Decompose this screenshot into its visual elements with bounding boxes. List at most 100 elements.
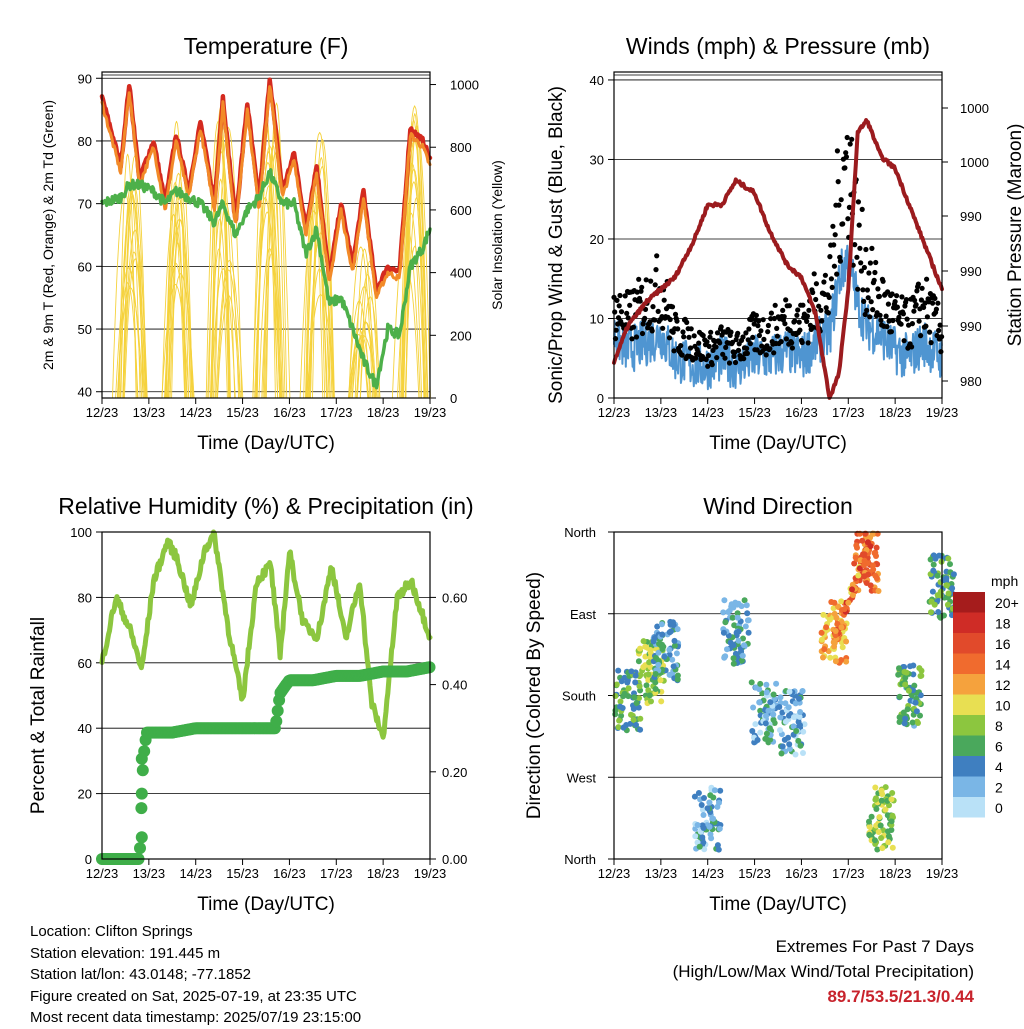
insolation-spike xyxy=(305,131,334,399)
y2-tick-label: 0 xyxy=(450,391,457,406)
y-axis-label: 2m & 9m T (Red, Orange) & 2m Td (Green) xyxy=(40,100,56,370)
direction-point xyxy=(796,713,803,720)
gust-point xyxy=(813,296,819,303)
gust-point xyxy=(811,271,817,277)
direction-point xyxy=(633,721,639,728)
gust-point xyxy=(637,298,643,304)
direction-point xyxy=(800,750,806,756)
gust-point xyxy=(799,339,805,346)
direction-point xyxy=(877,822,884,829)
direction-point xyxy=(863,580,870,586)
direction-point xyxy=(717,787,724,794)
insolation-spike xyxy=(405,113,425,399)
direction-point xyxy=(782,700,789,707)
y-tick-label: 60 xyxy=(78,259,92,274)
direction-point xyxy=(730,660,737,667)
gust-point xyxy=(869,245,875,251)
y2-tick-label: 200 xyxy=(450,328,472,343)
y-tick-label: 40 xyxy=(78,385,92,400)
gust-point xyxy=(746,326,752,332)
gust-point xyxy=(729,339,736,345)
rainfall-point xyxy=(135,802,148,815)
gust-point xyxy=(829,284,835,290)
gust-point xyxy=(842,165,848,171)
gust-point xyxy=(781,314,787,320)
direction-point xyxy=(734,614,741,621)
direction-point xyxy=(910,662,917,669)
x-tick-label: 19/23 xyxy=(926,405,959,420)
direction-point xyxy=(674,676,681,683)
direction-point xyxy=(619,705,626,711)
y-tick-label: 10 xyxy=(590,311,604,326)
direction-point xyxy=(827,654,834,661)
direction-point xyxy=(823,624,830,631)
gust-point xyxy=(928,340,934,346)
direction-point xyxy=(633,700,640,706)
x-tick-label: 18/23 xyxy=(367,405,400,420)
gust-point xyxy=(857,245,863,251)
y-tick-label: 60 xyxy=(78,656,92,671)
direction-point xyxy=(889,812,896,819)
gust-point xyxy=(938,349,944,355)
gust-point xyxy=(627,302,633,308)
direction-point xyxy=(632,672,639,679)
direction-point xyxy=(912,699,919,706)
direction-point xyxy=(756,686,763,693)
gust-point xyxy=(921,304,927,310)
gust-point xyxy=(826,294,832,300)
gust-point xyxy=(625,315,631,321)
gust-point xyxy=(822,272,829,278)
direction-point xyxy=(902,681,909,688)
y2-tick-label: 980 xyxy=(960,374,982,389)
gust-point xyxy=(796,319,802,325)
gust-point xyxy=(783,336,790,342)
direction-point xyxy=(721,654,728,661)
gust-point xyxy=(863,246,869,253)
gust-point xyxy=(772,302,778,308)
direction-point xyxy=(762,735,769,742)
gust-point xyxy=(832,232,838,238)
chart-title: Relative Humidity (%) & Precipitation (i… xyxy=(58,493,473,519)
gust-point xyxy=(618,309,625,315)
direction-point xyxy=(929,588,936,595)
insolation-spike xyxy=(348,246,374,399)
gust-point xyxy=(669,304,676,310)
direction-point xyxy=(722,619,729,626)
direction-point xyxy=(659,631,666,638)
x-tick-label: 15/23 xyxy=(738,866,771,881)
direction-point xyxy=(742,623,749,630)
direction-point xyxy=(889,844,896,851)
legend-label: 8 xyxy=(995,718,1003,734)
direction-point xyxy=(647,664,654,670)
gust-point xyxy=(789,345,796,351)
gust-point xyxy=(714,355,720,361)
direction-point xyxy=(918,672,925,679)
direction-point xyxy=(826,616,833,623)
y-tick-label: South xyxy=(562,689,596,704)
insolation-spike xyxy=(169,219,192,399)
direction-point xyxy=(729,614,736,621)
direction-point xyxy=(797,722,803,729)
direction-point xyxy=(757,707,764,714)
direction-point xyxy=(884,828,891,835)
gust-point xyxy=(761,336,767,342)
y-tick-label: 100 xyxy=(70,525,92,540)
direction-point xyxy=(800,728,807,735)
direction-point xyxy=(661,653,668,660)
gust-point xyxy=(894,304,901,310)
x-tick-label: 16/23 xyxy=(785,405,818,420)
x-tick-label: 13/23 xyxy=(133,405,166,420)
direction-point xyxy=(782,718,789,725)
gust-point xyxy=(728,329,734,335)
direction-point xyxy=(878,787,885,794)
gust-point xyxy=(756,318,762,324)
legend-label: 0 xyxy=(995,800,1003,816)
gust-point xyxy=(652,282,658,288)
direction-point xyxy=(739,652,746,659)
gust-point xyxy=(878,317,884,323)
rainfall-point xyxy=(271,704,284,717)
gust-point xyxy=(643,277,649,283)
direction-point xyxy=(637,672,644,678)
y2-tick-label: 0.60 xyxy=(442,590,467,605)
gust-point xyxy=(913,302,919,308)
